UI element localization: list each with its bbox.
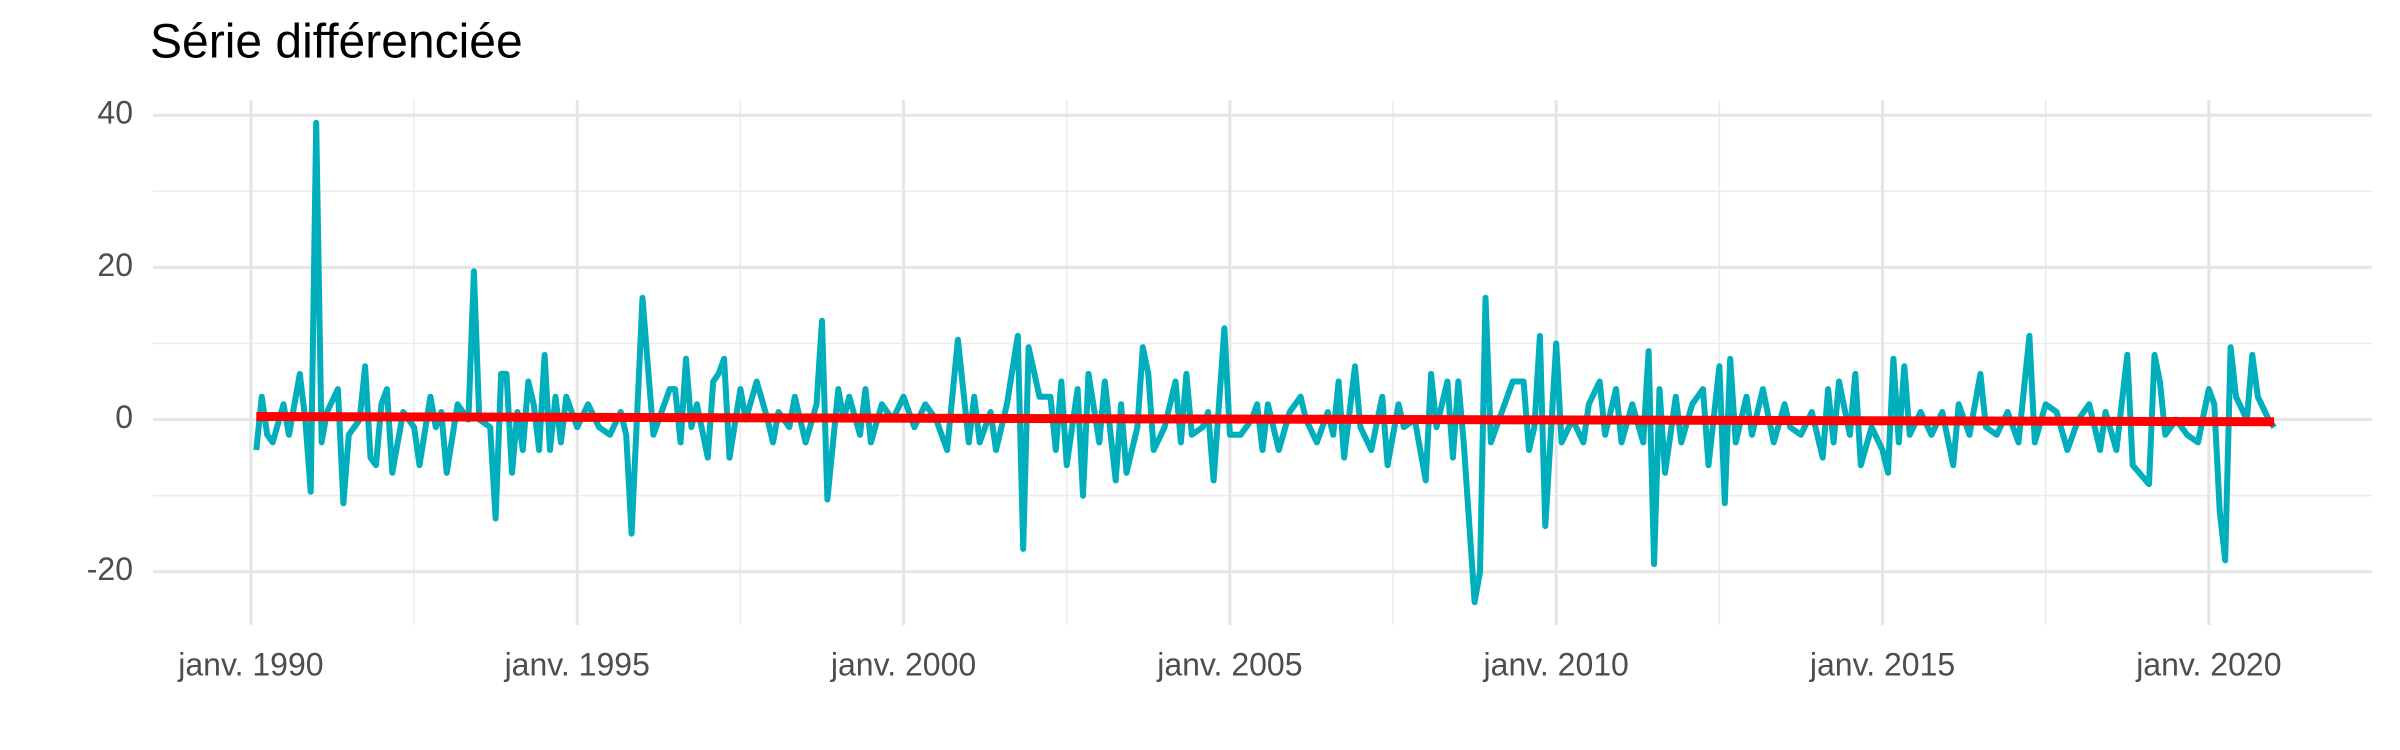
x-tick-label: janv. 2005 xyxy=(1156,646,1302,682)
x-tick-label: janv. 2015 xyxy=(1809,646,1955,682)
y-tick-label: -20 xyxy=(87,551,133,587)
y-tick-label: 40 xyxy=(97,95,133,131)
x-tick-label: janv. 2020 xyxy=(2135,646,2281,682)
x-tick-label: janv. 2010 xyxy=(1483,646,1629,682)
chart-title: Série différenciée xyxy=(150,16,523,69)
data-line xyxy=(253,119,2277,606)
x-tick-label: janv. 1995 xyxy=(504,646,650,682)
y-tick-label: 0 xyxy=(115,399,133,435)
x-tick-label: janv. 1990 xyxy=(177,646,323,682)
x-tick-label: janv. 2000 xyxy=(830,646,976,682)
data-line xyxy=(256,412,2275,427)
y-tick-label: 20 xyxy=(97,247,133,283)
